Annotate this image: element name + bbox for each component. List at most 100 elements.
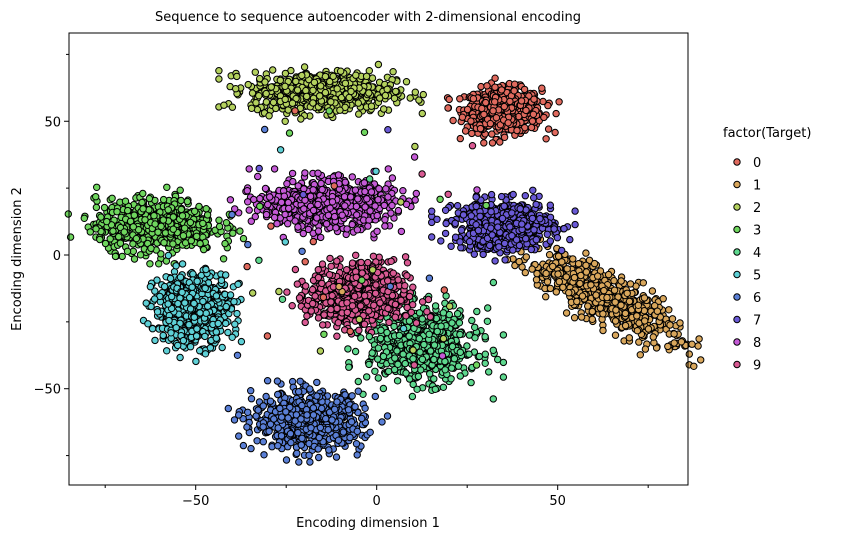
point <box>610 286 619 294</box>
point <box>447 242 455 251</box>
point <box>278 413 286 421</box>
point <box>354 377 362 386</box>
point <box>499 358 508 367</box>
point <box>130 255 139 263</box>
point <box>582 261 590 269</box>
point <box>415 335 423 343</box>
point <box>316 423 325 432</box>
point <box>456 348 464 356</box>
point <box>577 313 586 321</box>
point <box>480 110 488 119</box>
point <box>522 253 530 261</box>
point <box>164 251 173 260</box>
point <box>220 101 228 109</box>
point <box>582 268 591 276</box>
point <box>552 288 560 296</box>
point <box>155 260 163 268</box>
point <box>282 456 291 464</box>
point <box>159 216 168 224</box>
point <box>217 276 226 284</box>
point <box>653 307 662 315</box>
point <box>130 211 139 219</box>
point <box>124 206 132 215</box>
point <box>226 291 235 299</box>
point <box>488 130 496 138</box>
point <box>578 292 587 300</box>
point <box>625 297 634 306</box>
point <box>153 276 161 284</box>
point <box>649 333 657 341</box>
point <box>485 368 493 376</box>
point <box>221 239 229 248</box>
point <box>611 331 620 339</box>
point <box>463 105 472 114</box>
point <box>562 309 571 317</box>
point <box>174 299 182 308</box>
point <box>365 360 373 369</box>
point <box>318 404 326 413</box>
point <box>196 239 204 248</box>
series-0 <box>443 74 563 147</box>
point <box>419 90 427 99</box>
series-5 <box>139 251 245 366</box>
point <box>267 83 275 91</box>
series-2 <box>215 60 427 126</box>
point <box>306 385 314 393</box>
point <box>420 340 428 349</box>
point <box>492 114 501 122</box>
point <box>322 415 330 423</box>
point <box>101 239 110 248</box>
point <box>448 319 456 327</box>
point <box>395 331 404 340</box>
point <box>621 321 630 330</box>
point <box>232 85 240 93</box>
point <box>347 418 356 426</box>
point <box>425 330 433 338</box>
point <box>181 224 189 232</box>
chart-title: Sequence to sequence autoencoder with 2-… <box>155 10 581 25</box>
point <box>367 102 376 110</box>
point <box>634 301 642 309</box>
point <box>353 451 361 459</box>
point <box>314 445 322 453</box>
point <box>353 427 361 435</box>
point <box>467 117 475 125</box>
point <box>546 284 555 293</box>
point <box>186 218 195 227</box>
point <box>426 347 435 355</box>
point <box>344 406 353 414</box>
point <box>481 350 489 358</box>
point <box>331 405 339 413</box>
point <box>431 385 439 393</box>
point <box>150 212 158 220</box>
point <box>456 372 464 380</box>
point <box>368 349 376 357</box>
point <box>393 377 402 385</box>
point <box>418 315 426 323</box>
point <box>298 71 306 80</box>
point <box>222 302 230 311</box>
point <box>445 95 453 104</box>
point <box>64 210 73 218</box>
point <box>415 96 423 104</box>
point <box>456 134 464 143</box>
point <box>247 395 256 403</box>
point <box>648 287 657 295</box>
point <box>80 214 89 223</box>
point <box>538 84 546 92</box>
point <box>347 87 355 96</box>
point <box>235 432 243 440</box>
point <box>588 307 596 316</box>
point <box>355 110 363 118</box>
point <box>621 309 630 318</box>
point <box>333 85 341 93</box>
point <box>447 375 455 383</box>
point <box>354 387 362 395</box>
point <box>142 299 150 307</box>
point <box>239 441 248 450</box>
point <box>454 362 463 370</box>
point <box>303 411 311 419</box>
point <box>659 295 667 303</box>
point <box>307 424 315 432</box>
point <box>670 339 678 347</box>
